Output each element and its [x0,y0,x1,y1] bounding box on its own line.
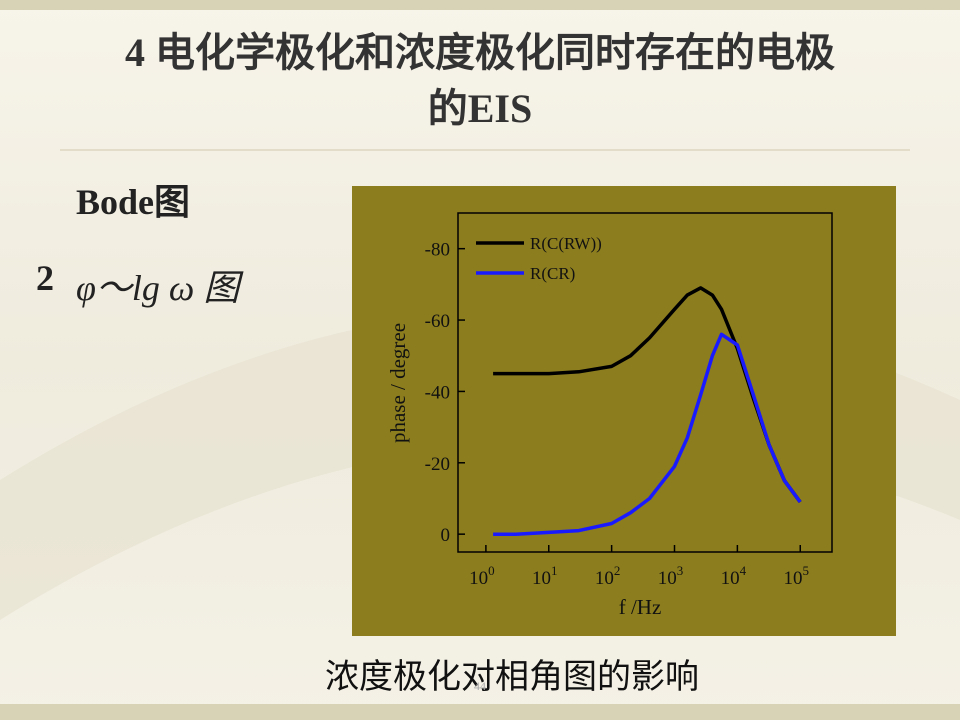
item-text: φ～lg ω 图 [76,268,244,308]
legend-label: R(CR) [530,264,575,283]
y-tick-label: -60 [425,311,450,332]
x-tick-label: 100 [469,563,495,589]
x-tick-base: 10 [532,568,551,589]
x-tick-base: 10 [469,568,488,589]
heading: Bode图 [76,182,190,222]
title-line: 4 电化学极化和浓度极化同时存在的电极 [125,30,835,75]
y-tick-label: 0 [441,525,451,546]
x-tick-exponent: 5 [802,563,809,578]
x-tick-base: 10 [783,568,802,589]
x-tick-exponent: 3 [677,563,684,578]
y-tick-label: -80 [425,240,450,261]
legend-label: R(C(RW)) [530,234,602,253]
y-axis-label: phase / degree [386,323,410,443]
x-tick-label: 101 [532,563,558,589]
x-tick-exponent: 1 [551,563,558,578]
x-tick-label: 102 [595,563,621,589]
series-line [493,332,802,536]
x-axis-label: f /Hz [619,595,662,619]
x-tick-base: 10 [658,568,677,589]
x-tick-label: 105 [783,563,809,589]
x-tick-exponent: 2 [614,563,621,578]
page-number: 44 [474,679,486,693]
chart-panel [352,186,896,636]
item-number: 2 [36,258,54,298]
x-tick-exponent: 4 [740,563,747,578]
x-tick-label: 103 [658,563,684,589]
plot-frame [457,212,833,553]
x-tick-label: 104 [721,563,747,589]
y-tick-label: -20 [425,454,450,475]
y-tick-label: -40 [425,382,450,403]
top-band [0,0,960,10]
x-tick-base: 10 [595,568,614,589]
title-line: 的EIS [428,86,533,131]
bottom-band [0,704,960,720]
x-tick-base: 10 [721,568,740,589]
x-tick-exponent: 0 [488,563,495,578]
caption: 浓度极化对相角图的影响 [325,658,699,696]
